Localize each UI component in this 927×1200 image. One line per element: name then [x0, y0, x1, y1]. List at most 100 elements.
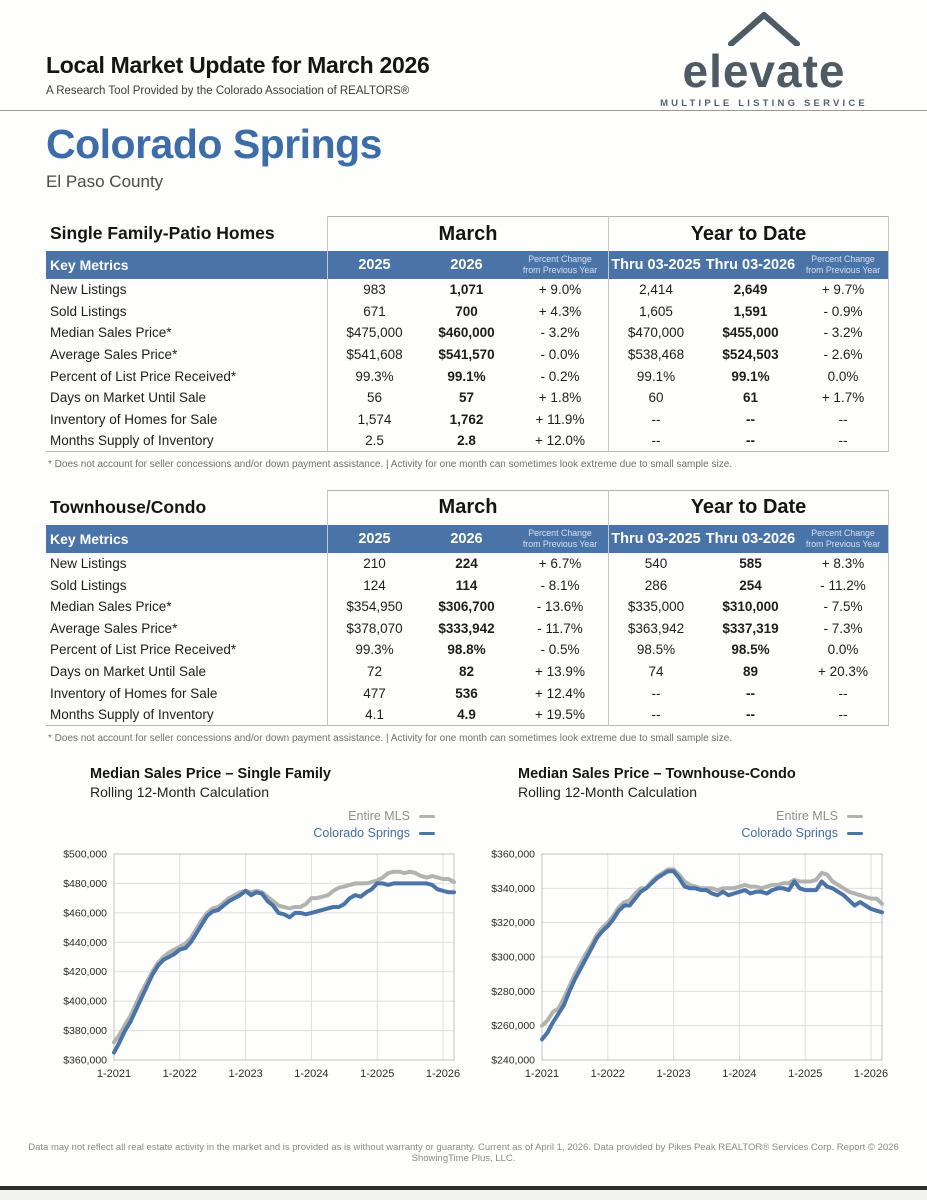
metric-value: 1,605: [608, 300, 703, 323]
metric-value: 82: [458, 664, 475, 680]
metric-label: Months Supply of Inventory: [46, 704, 327, 726]
metric-value: 99.3%: [327, 639, 421, 661]
metric-value: + 9.7%: [798, 279, 889, 301]
metric-value: $306,700: [438, 599, 495, 615]
svg-text:$360,000: $360,000: [63, 1054, 107, 1066]
metric-value: 585: [739, 556, 762, 572]
chart-subtitle: Rolling 12-Month Calculation: [90, 783, 269, 800]
column-header: 2026: [421, 524, 512, 553]
metric-value: 99.1%: [447, 368, 486, 384]
metric-value: --: [798, 703, 889, 726]
metric-value: + 9.0%: [538, 282, 582, 298]
metric-value: - 0.9%: [798, 300, 889, 323]
metric-value: 1,762: [449, 411, 484, 427]
metric-value: 72: [327, 660, 421, 683]
metric-value: - 2.6%: [798, 343, 889, 366]
column-header: Percent Change from Previous Year: [798, 251, 889, 279]
metric-value: 2.8: [421, 430, 512, 452]
column-header: Thru 03-2025: [608, 524, 703, 553]
metric-value: 2,649: [733, 282, 768, 298]
metric-value: $538,468: [608, 343, 703, 366]
metric-value: $460,000: [438, 325, 495, 341]
page-footer: Data may not reflect all real estate act…: [28, 1142, 899, 1164]
metric-label: Sold Listings: [50, 577, 127, 593]
metric-value: --: [608, 430, 703, 452]
chart-subtitle: Rolling 12-Month Calculation: [518, 783, 697, 800]
metric-value: 114: [455, 577, 478, 593]
metric-value: 0.0%: [798, 365, 889, 387]
legend-swatch: [847, 814, 863, 818]
line-chart-townhouse-condo: $240,000 $260,000 $280,000 $300,000 $320,000…: [491, 848, 888, 1080]
table-title: Single Family-Patio Homes: [50, 223, 275, 243]
metric-value: 1,574: [327, 408, 421, 431]
metric-value: 98.5%: [731, 642, 770, 658]
metric-value: $354,950: [327, 595, 421, 618]
elevate-logo: elevate MULTIPLE LISTING SERVICE: [659, 12, 869, 109]
metric-value: - 8.1%: [540, 577, 580, 593]
legend-item: Entire MLS: [474, 808, 863, 825]
metric-label: New Listings: [50, 556, 127, 572]
metric-value: - 0.0%: [540, 347, 580, 363]
metric-value: + 4.3%: [538, 303, 582, 319]
metric-value: $333,942: [438, 620, 495, 636]
metric-value: 74: [608, 660, 703, 683]
metric-value: - 13.6%: [536, 599, 584, 615]
legend-item: Colorado Springs: [46, 825, 435, 842]
metric-value: 536: [455, 685, 478, 701]
metric-value: $455,000: [722, 325, 779, 341]
svg-text:$440,000: $440,000: [63, 936, 107, 948]
svg-text:$480,000: $480,000: [63, 877, 107, 889]
metric-value: + 6.7%: [538, 556, 582, 572]
svg-text:1-2024: 1-2024: [294, 1068, 328, 1080]
logo-tagline: MULTIPLE LISTING SERVICE: [660, 98, 868, 109]
chart-title: Median Sales Price – Single Family: [90, 765, 331, 782]
metric-value: - 0.5%: [540, 642, 580, 658]
metric-value: - 11.7%: [537, 620, 583, 636]
svg-text:$380,000: $380,000: [63, 1025, 107, 1037]
metric-label: Days on Market Until Sale: [50, 664, 207, 680]
scan-artifact-bar: [0, 1186, 927, 1200]
svg-text:$280,000: $280,000: [491, 985, 535, 997]
legend-label: Entire MLS: [348, 808, 410, 823]
report-header: Local Market Update for March 2026 A Res…: [46, 12, 881, 109]
svg-text:$420,000: $420,000: [63, 966, 107, 978]
metric-value: --: [798, 430, 889, 452]
svg-text:$360,000: $360,000: [491, 848, 535, 860]
svg-text:$460,000: $460,000: [63, 907, 107, 919]
metric-value: --: [608, 408, 703, 431]
metric-value: 983: [327, 279, 421, 301]
area-title: Colorado Springs: [46, 121, 382, 167]
single-family-table: Single Family-Patio Homes March Year to Da…: [46, 216, 889, 452]
metric-value: --: [608, 682, 703, 704]
column-header: Percent Change from Previous Year: [798, 524, 889, 553]
chevron-up-icon: [728, 12, 800, 46]
metric-value: --: [703, 430, 798, 452]
metric-value: 1,071: [449, 282, 484, 298]
metric-label: Percent of List Price Received*: [50, 642, 237, 658]
metric-value: --: [746, 411, 755, 427]
svg-text:$500,000: $500,000: [63, 848, 107, 860]
single-family-table-section: Single Family-Patio Homes March Year to Da…: [46, 216, 889, 470]
metric-value: 99.1%: [731, 368, 770, 384]
metric-value: - 11.2%: [798, 574, 889, 596]
townhouse-condo-table-section: Townhouse/Condo March Year to Date Key Metr…: [46, 489, 889, 744]
metric-label: Days on Market Until Sale: [50, 390, 207, 406]
metric-label: Average Sales Price*: [50, 620, 178, 636]
svg-text:$260,000: $260,000: [491, 1020, 535, 1032]
metric-label: Sold Listings: [50, 303, 127, 319]
metric-value: $541,608: [327, 343, 421, 366]
metric-value: $337,319: [722, 620, 779, 636]
charts-row: Median Sales Price – Single Family Rolli…: [46, 765, 888, 1096]
chart-legend: Entire MLS Colorado Springs: [46, 808, 461, 842]
legend-swatch: [419, 814, 435, 818]
page-title: Local Market Update for March 2026: [46, 52, 430, 78]
line-chart-single-family: $360,000 $380,000 $400,000 $420,000 $440,000…: [63, 848, 460, 1080]
metric-value: 1,591: [733, 303, 768, 319]
metric-value: 540: [608, 552, 703, 575]
metric-value: + 12.4%: [535, 685, 585, 701]
key-metrics-label: Key Metrics: [46, 524, 327, 553]
metric-value: $524,503: [722, 347, 779, 363]
svg-text:$300,000: $300,000: [491, 951, 535, 963]
area-heading: Colorado Springs El Paso County: [46, 121, 881, 192]
